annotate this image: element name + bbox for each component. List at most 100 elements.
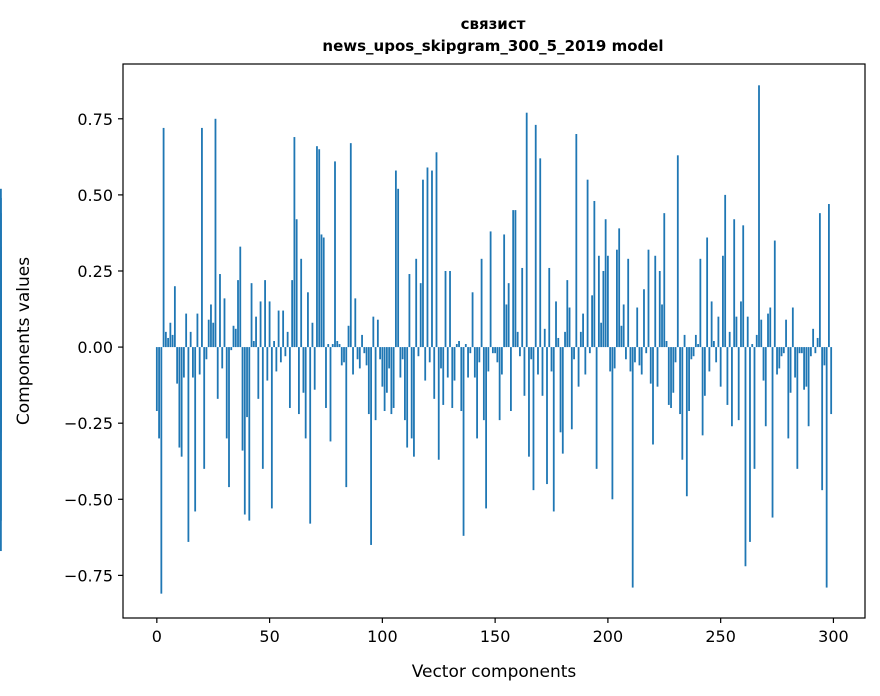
y-tick-label: −0.75 <box>64 566 113 585</box>
x-tick-label: 200 <box>593 627 624 646</box>
bar-148 <box>489 231 492 348</box>
bar-99 <box>379 347 381 360</box>
bar-145 <box>482 347 485 421</box>
y-tick-label: 0.00 <box>77 338 113 357</box>
bar-61 <box>293 137 296 348</box>
bar-259 <box>740 301 742 348</box>
bar-180 <box>561 347 564 454</box>
bar-120 <box>426 167 429 348</box>
bar-34 <box>232 325 235 348</box>
bar-229 <box>672 347 675 393</box>
bars-group <box>0 85 833 594</box>
bar-225 <box>663 213 666 348</box>
bar-143 <box>478 347 481 363</box>
bar-227 <box>667 347 670 405</box>
bar-71 <box>316 146 318 348</box>
bar-174 <box>548 267 551 348</box>
bar-220 <box>652 347 654 445</box>
bar-161 <box>519 347 521 357</box>
bar-215 <box>640 347 643 375</box>
bar-65 <box>302 347 305 393</box>
bar-263 <box>749 347 751 542</box>
bar-213 <box>636 307 639 348</box>
bar-196 <box>597 255 600 348</box>
bar-287 <box>803 347 805 390</box>
bar-183 <box>568 307 571 348</box>
bar-32 <box>228 347 230 488</box>
bar-265 <box>753 347 756 469</box>
bar-270 <box>764 347 767 427</box>
bar-159 <box>514 210 517 348</box>
bar-73 <box>320 234 323 348</box>
bar-44 <box>255 316 257 348</box>
bar-232 <box>679 347 681 415</box>
bar-244 <box>706 237 709 348</box>
bar-251 <box>722 255 724 348</box>
bar-245 <box>708 347 711 372</box>
bar-113 <box>410 347 413 439</box>
bar-243 <box>703 347 706 396</box>
bar-128 <box>444 270 447 348</box>
bar-107 <box>397 188 400 348</box>
bar-299 <box>830 347 833 415</box>
y-tick-label: 0.50 <box>77 186 113 205</box>
bar-252 <box>724 194 727 348</box>
bar-191 <box>586 179 589 348</box>
bar-171 <box>541 347 544 396</box>
bar-218 <box>647 249 650 348</box>
bar-56 <box>282 310 285 348</box>
x-tick-label: 0 <box>152 627 162 646</box>
bar-36 <box>237 280 239 348</box>
bar-97 <box>374 347 377 421</box>
bar-280 <box>787 347 790 439</box>
bar-117 <box>419 283 422 348</box>
bar-31 <box>225 347 228 439</box>
bar-98 <box>376 319 379 348</box>
bar-40 <box>246 347 248 418</box>
bar-85 <box>347 325 350 348</box>
bar-46 <box>259 301 262 348</box>
bar-68 <box>309 347 312 524</box>
bar-163 <box>523 347 526 396</box>
bar-111 <box>406 347 409 448</box>
bar-291 <box>812 328 815 348</box>
bar-160 <box>516 331 519 348</box>
bar-131 <box>451 347 454 408</box>
bar-282 <box>791 307 794 348</box>
bar-undefined <box>0 347 2 552</box>
bar-76 <box>327 344 330 348</box>
x-tick-label: 250 <box>705 627 736 646</box>
bar-151 <box>496 347 499 363</box>
bar-81 <box>338 344 341 348</box>
bar-54 <box>277 310 280 348</box>
bar-123 <box>433 347 436 399</box>
bar-293 <box>816 337 819 348</box>
bar-79 <box>334 161 336 348</box>
bar-261 <box>744 347 747 567</box>
bar-176 <box>552 347 555 512</box>
bar-1 <box>158 347 160 439</box>
x-axis-label: Vector components <box>412 662 577 682</box>
bar-19 <box>198 347 201 375</box>
bar-255 <box>731 347 733 427</box>
bar-41 <box>248 347 251 521</box>
bar-77 <box>329 347 332 442</box>
bar-188 <box>579 331 582 348</box>
bar-70 <box>313 347 316 390</box>
bar-193 <box>591 295 593 348</box>
bar-200 <box>606 255 609 348</box>
bar-35 <box>234 328 237 348</box>
bar-152 <box>498 347 501 421</box>
bar-106 <box>394 170 397 348</box>
bar-189 <box>582 313 584 348</box>
bar-121 <box>428 347 431 363</box>
bar-156 <box>507 283 510 348</box>
bar-undefined <box>0 347 2 433</box>
bar-249 <box>717 316 720 348</box>
bar-271 <box>767 313 769 348</box>
bar-29 <box>221 347 224 369</box>
bar-88 <box>354 298 357 348</box>
bar-201 <box>609 347 612 372</box>
bar-91 <box>361 334 363 348</box>
